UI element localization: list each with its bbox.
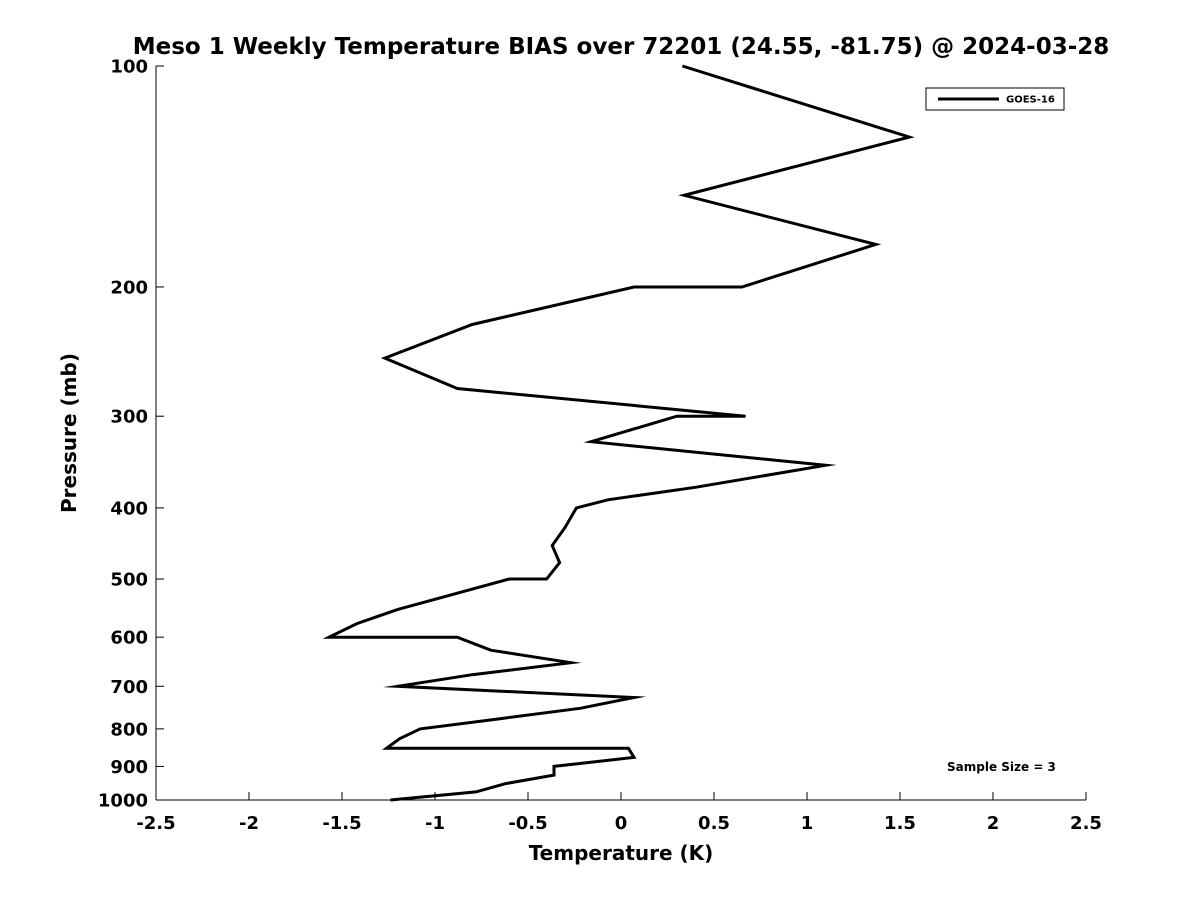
data-point xyxy=(389,799,392,802)
data-point xyxy=(489,649,492,652)
x-tick-label: -2.5 xyxy=(136,813,175,834)
data-point xyxy=(385,747,388,750)
y-tick-label: 500 xyxy=(110,570,148,591)
data-point xyxy=(564,526,567,529)
data-point xyxy=(633,756,636,759)
y-tick-label: 200 xyxy=(110,277,148,298)
data-point xyxy=(499,717,502,720)
x-tick-label: -0.5 xyxy=(508,813,547,834)
data-point xyxy=(553,774,556,777)
data-point xyxy=(590,440,593,443)
data-point xyxy=(569,661,572,664)
data-point xyxy=(908,136,911,139)
y-tick-label: 100 xyxy=(110,57,148,78)
legend-label-goes-16: GOES-16 xyxy=(1006,95,1055,106)
y-tick-label: 300 xyxy=(110,407,148,428)
data-point xyxy=(396,685,399,688)
data-point xyxy=(683,194,686,197)
data-point xyxy=(396,608,399,611)
data-point xyxy=(575,506,578,509)
x-tick-label: 0 xyxy=(615,813,628,834)
data-point xyxy=(508,578,511,581)
data-point xyxy=(874,243,877,246)
series-layer xyxy=(322,64,915,802)
chart-title: Meso 1 Weekly Temperature BIAS over 7220… xyxy=(133,34,1110,60)
x-tick-label: -1.5 xyxy=(322,813,361,834)
data-point xyxy=(744,415,747,418)
data-point xyxy=(545,578,548,581)
x-axis-ticks: -2.5 -2 -1.5 -1 -0.5 0 0.5 1 1.5 2 2.5 xyxy=(136,792,1102,834)
y-tick-label: 600 xyxy=(110,628,148,649)
data-point xyxy=(633,696,636,699)
series-line-goes-16 xyxy=(322,64,915,802)
x-axis-label: Temperature (K) xyxy=(529,841,714,865)
data-point xyxy=(694,486,697,489)
data-point xyxy=(471,323,474,326)
x-tick-label: 2 xyxy=(987,813,1000,834)
data-point xyxy=(558,561,561,564)
legend: GOES-16 xyxy=(925,87,1065,111)
x-tick-label: -2 xyxy=(239,813,259,834)
x-tick-label: 0.5 xyxy=(698,813,730,834)
data-point xyxy=(553,765,556,768)
data-point xyxy=(633,286,636,289)
data-point xyxy=(681,65,684,68)
data-point xyxy=(675,415,678,418)
data-point xyxy=(740,286,743,289)
data-point xyxy=(328,636,331,639)
data-point xyxy=(607,498,610,501)
data-point xyxy=(355,622,358,625)
data-point xyxy=(419,727,422,730)
y-axis-ticks: 100 200 300 400 500 600 700 800 900 1000 xyxy=(98,57,164,812)
y-tick-label: 1000 xyxy=(98,791,148,812)
data-point xyxy=(471,673,474,676)
data-point xyxy=(383,357,386,360)
y-tick-label: 700 xyxy=(110,677,148,698)
data-point xyxy=(456,636,459,639)
y-axis-label: Pressure (mb) xyxy=(57,353,81,513)
x-tick-label: 2.5 xyxy=(1070,813,1102,834)
data-point xyxy=(579,707,582,710)
data-point xyxy=(474,790,477,793)
data-point xyxy=(551,544,554,547)
x-tick-label: -1 xyxy=(425,813,445,834)
x-tick-label: 1.5 xyxy=(884,813,916,834)
data-point xyxy=(398,737,401,740)
data-point xyxy=(456,387,459,390)
sample-size-annotation: Sample Size = 3 xyxy=(947,760,1056,774)
data-point xyxy=(627,747,630,750)
y-tick-label: 400 xyxy=(110,498,148,519)
data-point xyxy=(504,782,507,785)
y-tick-label: 800 xyxy=(110,719,148,740)
y-tick-label: 900 xyxy=(110,757,148,778)
x-tick-label: 1 xyxy=(801,813,814,834)
data-point xyxy=(824,464,827,467)
